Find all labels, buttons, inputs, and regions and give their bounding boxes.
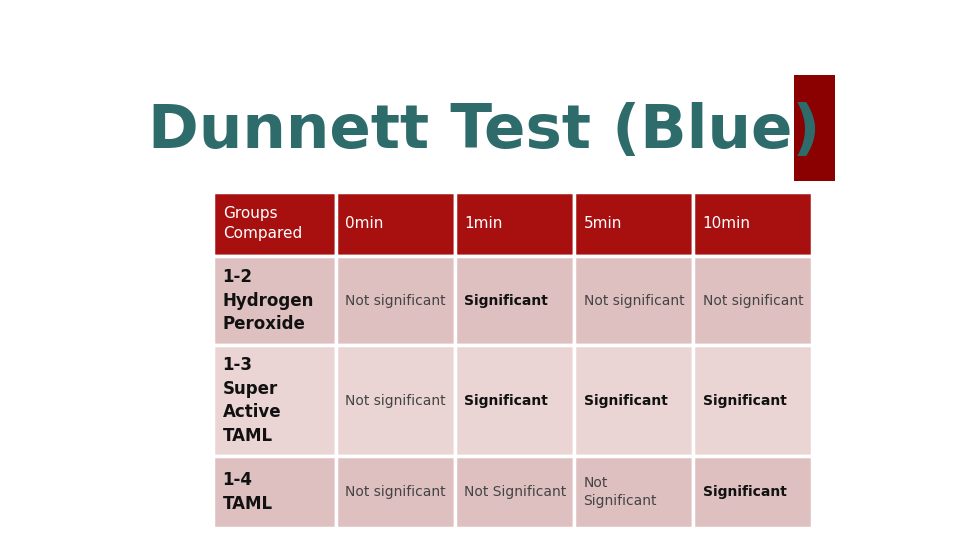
Text: Significant: Significant — [465, 294, 548, 308]
Text: 1min: 1min — [465, 217, 503, 231]
FancyBboxPatch shape — [455, 192, 574, 256]
FancyBboxPatch shape — [794, 75, 835, 181]
Text: Not significant: Not significant — [346, 394, 446, 408]
Text: Significant: Significant — [703, 394, 786, 408]
FancyBboxPatch shape — [213, 256, 336, 346]
FancyBboxPatch shape — [574, 256, 693, 346]
Text: 1-4
TAML: 1-4 TAML — [223, 471, 273, 513]
Text: Not significant: Not significant — [346, 485, 446, 499]
Text: Dunnett Test (Blue): Dunnett Test (Blue) — [148, 102, 821, 161]
FancyBboxPatch shape — [574, 456, 693, 529]
FancyBboxPatch shape — [574, 192, 693, 256]
FancyBboxPatch shape — [693, 256, 812, 346]
Text: Not significant: Not significant — [346, 294, 446, 308]
Text: Not significant: Not significant — [703, 294, 804, 308]
FancyBboxPatch shape — [213, 346, 336, 456]
Text: Significant: Significant — [584, 394, 667, 408]
Text: Groups
Compared: Groups Compared — [223, 206, 302, 241]
FancyBboxPatch shape — [336, 456, 455, 529]
FancyBboxPatch shape — [693, 192, 812, 256]
Text: 1-2
Hydrogen
Peroxide: 1-2 Hydrogen Peroxide — [223, 268, 314, 333]
FancyBboxPatch shape — [693, 456, 812, 529]
FancyBboxPatch shape — [455, 456, 574, 529]
Text: 10min: 10min — [703, 217, 751, 231]
FancyBboxPatch shape — [455, 256, 574, 346]
FancyBboxPatch shape — [693, 346, 812, 456]
FancyBboxPatch shape — [574, 346, 693, 456]
Text: Not significant: Not significant — [584, 294, 684, 308]
FancyBboxPatch shape — [213, 456, 336, 529]
Text: 1-3
Super
Active
TAML: 1-3 Super Active TAML — [223, 356, 281, 445]
FancyBboxPatch shape — [336, 256, 455, 346]
FancyBboxPatch shape — [455, 346, 574, 456]
Text: Significant: Significant — [465, 394, 548, 408]
Text: Significant: Significant — [703, 485, 786, 499]
FancyBboxPatch shape — [213, 192, 336, 256]
Text: Not
Significant: Not Significant — [584, 476, 657, 508]
Text: 0min: 0min — [346, 217, 384, 231]
FancyBboxPatch shape — [336, 346, 455, 456]
FancyBboxPatch shape — [336, 192, 455, 256]
Text: Not Significant: Not Significant — [465, 485, 566, 499]
Text: 5min: 5min — [584, 217, 622, 231]
